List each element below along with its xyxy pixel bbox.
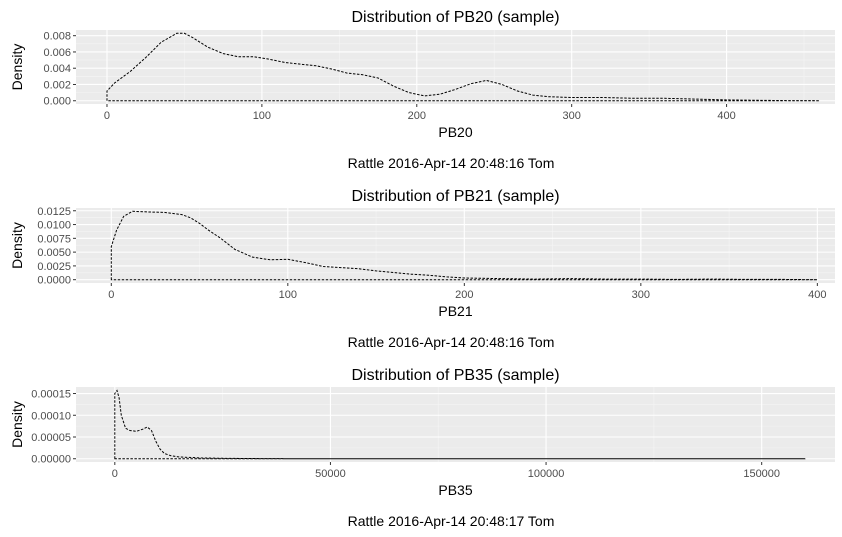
x-tick-label: 50000 — [315, 468, 346, 480]
x-tick-label: 0 — [112, 468, 118, 480]
x-tick-label: 0 — [104, 110, 110, 122]
plot-panel — [76, 30, 835, 104]
y-tick-label: 0.008 — [43, 31, 71, 43]
chart-2: Distribution of PB21 (sample) 0 100 200 300 4… — [9, 188, 835, 350]
x-axis-label: PB35 — [438, 482, 472, 498]
y-tick-label: 0.00015 — [31, 389, 71, 401]
x-tick-label: 400 — [717, 110, 735, 122]
chart-caption: Rattle 2016-Apr-14 20:48:16 Tom — [348, 334, 555, 350]
x-tick-label: 200 — [455, 289, 473, 301]
y-axis-label: Density — [9, 44, 25, 91]
x-tick-label: 100 — [279, 289, 297, 301]
y-tick-label: 0.006 — [43, 47, 71, 59]
x-axis-label: PB21 — [438, 303, 472, 319]
chart-1: Distribution of PB20 (sample) 0 100 200 300 4… — [9, 9, 835, 171]
x-tick-label: 100 — [253, 110, 271, 122]
density-curve — [106, 32, 821, 102]
y-tick-label: 0.00010 — [31, 410, 71, 422]
y-tick-label: 0.00005 — [31, 432, 71, 444]
chart-caption: Rattle 2016-Apr-14 20:48:16 Tom — [348, 155, 555, 171]
y-tick-label: 0.0075 — [37, 233, 71, 245]
x-tick-label: 200 — [408, 110, 426, 122]
x-tick-label: 150000 — [743, 468, 780, 480]
x-tick-label: 0 — [108, 289, 114, 301]
plot-panel — [76, 387, 835, 462]
density-curve — [114, 389, 806, 460]
y-tick-label: 0.002 — [43, 79, 71, 91]
y-tick-label: 0.004 — [43, 63, 71, 75]
x-axis-label: PB20 — [438, 124, 472, 140]
density-curve — [110, 210, 818, 281]
y-axis-label: Density — [9, 401, 25, 448]
x-tick-label: 100000 — [528, 468, 565, 480]
y-tick-label: 0.0100 — [37, 220, 71, 232]
y-tick-label: 0.0125 — [37, 206, 71, 218]
x-tick-label: 300 — [562, 110, 580, 122]
chart-title: Distribution of PB20 (sample) — [351, 9, 559, 26]
y-tick-label: 0.00000 — [31, 454, 71, 466]
y-tick-label: 0.000 — [43, 96, 71, 108]
chart-title: Distribution of PB35 (sample) — [351, 367, 559, 384]
y-tick-label: 0.0025 — [37, 261, 71, 273]
chart-caption: Rattle 2016-Apr-14 20:48:17 Tom — [348, 513, 555, 529]
x-tick-label: 400 — [808, 289, 826, 301]
y-axis-label: Density — [9, 222, 25, 269]
chart-3: Distribution of PB35 (sample) 0 50000 10000… — [9, 367, 835, 529]
y-tick-label: 0.0000 — [37, 275, 71, 287]
chart-title: Distribution of PB21 (sample) — [351, 188, 559, 205]
x-tick-label: 300 — [632, 289, 650, 301]
y-tick-label: 0.0050 — [37, 247, 71, 259]
